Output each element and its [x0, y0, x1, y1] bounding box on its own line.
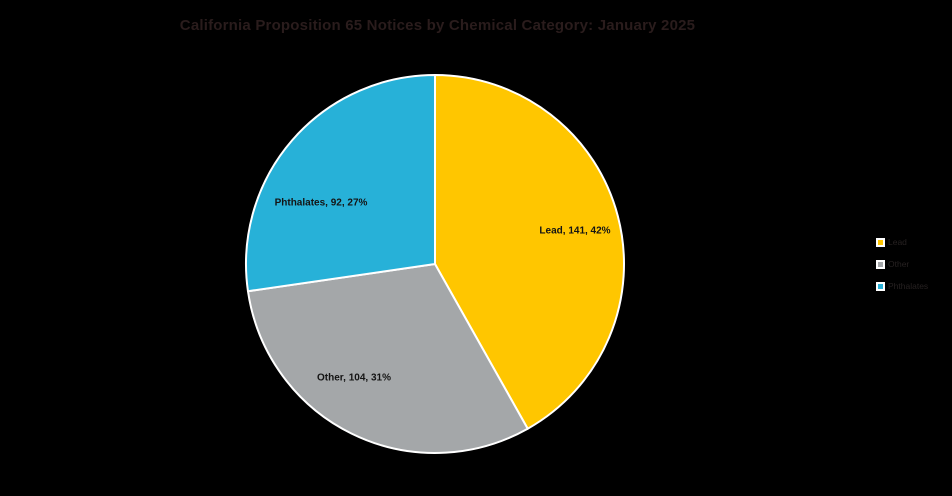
pie-slice-other	[246, 263, 529, 454]
slice-label-other: Other, 104, 31%	[317, 372, 391, 384]
legend-item-other: Other	[876, 258, 928, 270]
legend-item-phthalates: Phthalates	[876, 280, 928, 292]
pie-slice-phthalates	[245, 74, 436, 293]
slice-label-lead: Lead, 141, 42%	[539, 225, 611, 237]
legend-marker-other	[876, 259, 885, 269]
legend-marker-lead	[876, 237, 885, 247]
legend-marker-phthalates	[876, 281, 885, 291]
legend-label-lead: Lead	[888, 237, 907, 247]
legend: Lead Other Phthalates	[876, 236, 928, 292]
legend-label-phthalates: Phthalates	[888, 281, 929, 291]
slice-label-phthalates: Phthalates, 92, 27%	[274, 197, 368, 209]
pie-slice-lead	[434, 74, 625, 430]
chart-title: California Proposition 65 Notices by Che…	[179, 17, 696, 34]
legend-label-other: Other	[888, 259, 910, 269]
legend-item-lead: Lead	[876, 236, 928, 248]
